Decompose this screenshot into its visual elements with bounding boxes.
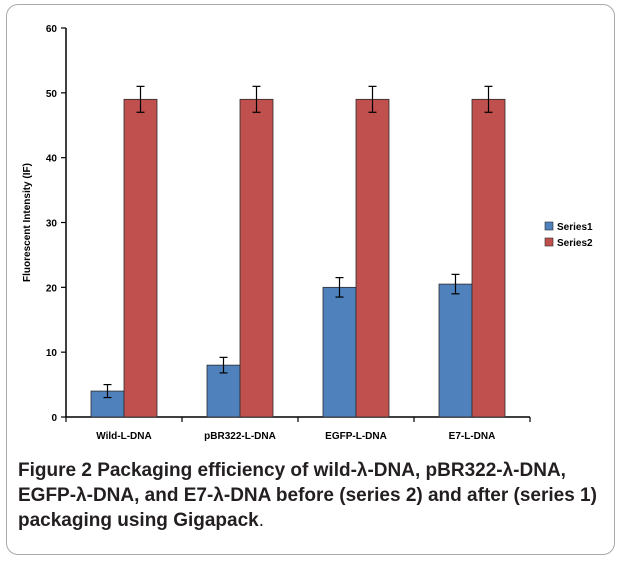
bar-chart: 0 10 20 30 40 50 60 Fluorescent Intensity (IF) W… bbox=[22, 24, 593, 442]
chart-bars bbox=[90, 85, 506, 418]
y-tick-label: 60 bbox=[46, 24, 58, 35]
y-tick-label: 0 bbox=[51, 413, 57, 424]
y-tick-label: 50 bbox=[46, 89, 58, 100]
legend-swatch bbox=[544, 237, 554, 247]
y-tick-label: 20 bbox=[46, 283, 58, 294]
bar bbox=[239, 98, 274, 418]
caption-period: . bbox=[258, 510, 265, 531]
y-tick-label: 10 bbox=[46, 348, 58, 359]
y-tick-label: 40 bbox=[46, 154, 58, 165]
y-axis-label: Fluorescent Intensity (IF) bbox=[22, 163, 33, 282]
figure-label: Figure 2 bbox=[18, 460, 92, 481]
bar bbox=[123, 98, 158, 418]
legend-swatch bbox=[544, 221, 554, 231]
bar bbox=[438, 283, 473, 418]
legend-label: Series2 bbox=[557, 238, 593, 249]
figure-caption: Figure 2 Packaging efficiency of wild-λ-… bbox=[18, 458, 608, 533]
bar bbox=[322, 286, 357, 418]
x-tick-label: E7-L-DNA bbox=[449, 431, 496, 442]
caption-text: Packaging efficiency of wild-λ-DNA, pBR3… bbox=[18, 460, 597, 531]
legend-label: Series1 bbox=[557, 222, 593, 233]
y-tick-label: 30 bbox=[46, 219, 58, 230]
bar bbox=[355, 98, 390, 418]
x-tick-label: EGFP-L-DNA bbox=[325, 431, 387, 442]
figure-frame bbox=[6, 4, 615, 555]
chart-legend: Series1 Series2 bbox=[544, 221, 593, 249]
bar bbox=[471, 98, 506, 418]
x-tick-label: Wild-L-DNA bbox=[96, 431, 151, 442]
x-tick-label: pBR322-L-DNA bbox=[204, 431, 276, 442]
